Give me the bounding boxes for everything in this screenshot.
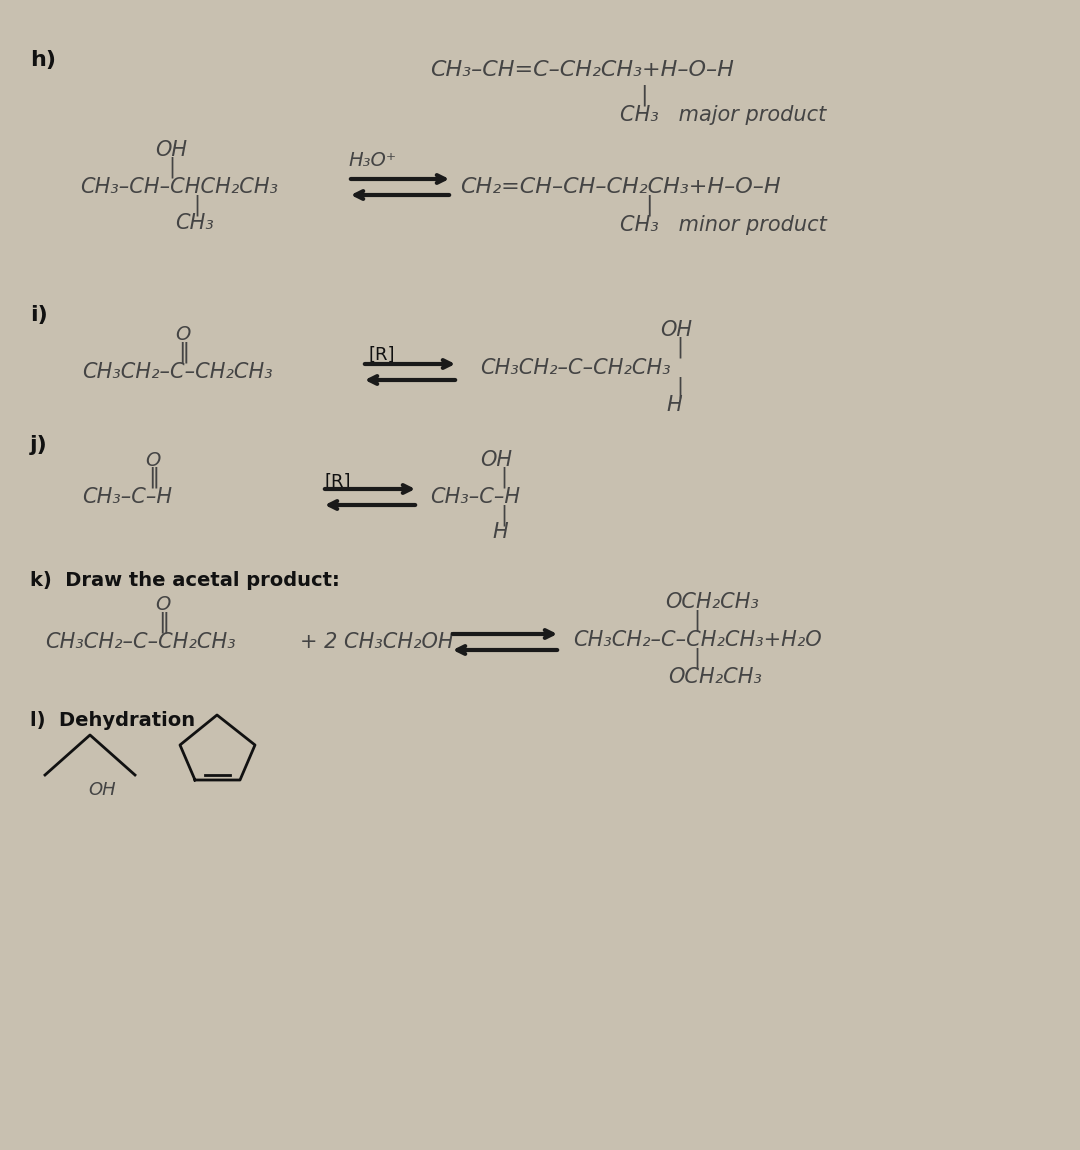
Text: CH₃–C–H: CH₃–C–H xyxy=(82,486,172,507)
Text: j): j) xyxy=(30,435,48,455)
Text: H₃O⁺: H₃O⁺ xyxy=(348,151,396,169)
Text: CH₃–CH–CHCH₂CH₃: CH₃–CH–CHCH₂CH₃ xyxy=(80,177,278,197)
Text: H: H xyxy=(492,522,508,542)
Text: + 2 CH₃CH₂OH: + 2 CH₃CH₂OH xyxy=(300,632,454,652)
Text: |: | xyxy=(500,504,507,526)
Text: ‖: ‖ xyxy=(178,342,189,362)
Text: OH: OH xyxy=(480,450,512,470)
Text: k)  Draw the acetal product:: k) Draw the acetal product: xyxy=(30,570,340,590)
Text: [R]: [R] xyxy=(325,473,351,491)
Text: |: | xyxy=(676,376,683,398)
Text: |: | xyxy=(693,647,700,669)
Text: OCH₂CH₃: OCH₂CH₃ xyxy=(665,592,759,612)
Text: O: O xyxy=(175,325,190,345)
Text: CH₃CH₂–C–CH₂CH₃: CH₃CH₂–C–CH₂CH₃ xyxy=(45,632,235,652)
Text: |: | xyxy=(645,194,652,216)
Text: O: O xyxy=(145,451,160,469)
Text: CH₃CH₂–C–CH₂CH₃+H₂O: CH₃CH₂–C–CH₂CH₃+H₂O xyxy=(573,630,822,650)
Text: |: | xyxy=(193,194,200,216)
Text: CH₃CH₂–C–CH₂CH₃: CH₃CH₂–C–CH₂CH₃ xyxy=(82,362,272,382)
Text: [R]: [R] xyxy=(368,346,394,365)
Text: CH₃   minor product: CH₃ minor product xyxy=(620,215,827,235)
Text: O: O xyxy=(156,596,171,614)
Text: CH₃–CH=C–CH₂CH₃+H–O–H: CH₃–CH=C–CH₂CH₃+H–O–H xyxy=(430,60,734,80)
Text: CH₂=CH–CH–CH₂CH₃+H–O–H: CH₂=CH–CH–CH₂CH₃+H–O–H xyxy=(460,177,781,197)
Text: |: | xyxy=(640,84,648,106)
Text: |: | xyxy=(168,156,175,178)
Text: CH₃CH₂–C–CH₂CH₃: CH₃CH₂–C–CH₂CH₃ xyxy=(480,358,671,378)
Text: CH₃: CH₃ xyxy=(175,213,214,233)
Text: |: | xyxy=(500,466,507,488)
Text: |: | xyxy=(676,336,683,358)
Text: CH₃   major product: CH₃ major product xyxy=(620,105,826,125)
Text: h): h) xyxy=(30,49,56,70)
Text: ‖: ‖ xyxy=(148,466,159,488)
Text: OCH₂CH₃: OCH₂CH₃ xyxy=(669,667,761,687)
Text: ‖: ‖ xyxy=(158,612,170,633)
Text: OH: OH xyxy=(156,140,187,160)
Text: H: H xyxy=(666,394,681,415)
Text: OH: OH xyxy=(660,320,692,340)
Text: OH: OH xyxy=(87,781,116,799)
Text: i): i) xyxy=(30,305,48,325)
Text: |: | xyxy=(693,610,700,630)
Text: CH₃–C–H: CH₃–C–H xyxy=(430,486,521,507)
Text: l)  Dehydration: l) Dehydration xyxy=(30,711,195,729)
